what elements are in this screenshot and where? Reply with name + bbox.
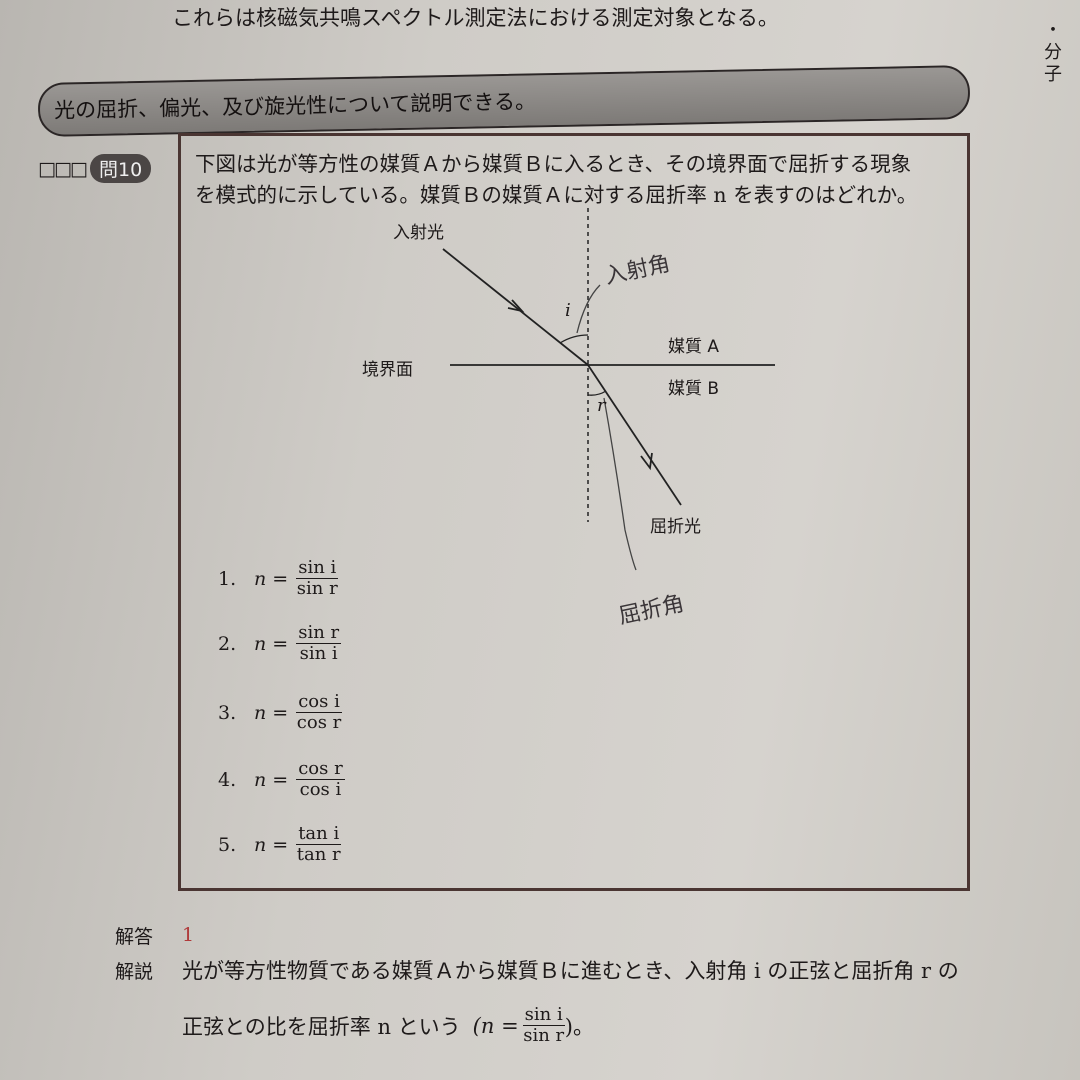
denominator: sin r (296, 578, 338, 599)
medium-a-label: 媒質 A (668, 337, 720, 357)
denominator: tan r (296, 844, 341, 865)
option-fraction: sin r sin i (296, 622, 342, 664)
denominator: cos r (296, 712, 342, 733)
option-lhs: n = (254, 701, 289, 724)
option-number: 5. (218, 833, 237, 856)
numerator: sin i (522, 1004, 565, 1026)
question-box (178, 133, 970, 891)
answer-label: 解答 (115, 926, 154, 948)
numerator: sin i (296, 557, 339, 579)
top-text-line: これらは核磁気共鳴スペクトル測定法における測定対象となる。 (172, 6, 779, 30)
option-3[interactable]: 3. n = cos i cos r (218, 692, 342, 733)
option-fraction: tan i tan r (296, 823, 342, 865)
numerator: tan i (296, 823, 342, 845)
angle-r-arc (587, 390, 607, 396)
check-boxes: □□□ (38, 158, 88, 180)
option-lhs: n = (254, 632, 289, 655)
refracted-ray (587, 364, 682, 506)
angle-i-label: i (565, 300, 571, 321)
option-number: 4. (218, 768, 237, 791)
explanation-line1: 光が等方性物質である媒質Ａから媒質Ｂに進むとき、入射角 i の正弦と屈折角 r … (182, 959, 959, 983)
option-number: 2. (218, 632, 237, 655)
handwritten-pointer-refraction (603, 397, 637, 571)
incident-ray (442, 248, 589, 366)
option-number: 1. (218, 567, 237, 590)
option-fraction: cos r cos i (296, 758, 345, 800)
explanation-label: 解説 (115, 961, 154, 983)
medium-b-label: 媒質 B (668, 379, 720, 399)
denominator: sin i (299, 643, 338, 664)
interface-label: 境界面 (362, 360, 413, 380)
option-4[interactable]: 4. n = cos r cos i (218, 759, 345, 800)
answer-value: 1 (182, 924, 195, 946)
formula-fraction: sin i sin r (522, 1004, 565, 1046)
formula-lhs: (n = (472, 1013, 519, 1038)
option-lhs: n = (254, 768, 289, 791)
refracted-arrow-icon (640, 452, 653, 471)
option-2[interactable]: 2. n = sin r sin i (218, 622, 342, 664)
question-text-line2: を模式的に示している。媒質Ｂの媒質Ａに対する屈折率 n を表すのはどれか。 (195, 183, 918, 207)
option-fraction: cos i cos r (296, 692, 342, 733)
numerator: cos i (296, 691, 342, 713)
denominator: sin r (523, 1025, 565, 1046)
refracted-light-label: 屈折光 (650, 517, 701, 537)
option-fraction: sin i sin r (296, 557, 339, 599)
explanation-line2-text: 正弦との比を屈折率 n という (182, 1014, 461, 1039)
option-number: 3. (218, 701, 237, 724)
denominator: cos i (299, 779, 342, 800)
angle-i-arc (559, 334, 589, 344)
handwritten-pointer-incident (576, 284, 601, 334)
option-5[interactable]: 5. n = tan i tan r (218, 823, 342, 865)
option-1[interactable]: 1. n = sin i sin r (218, 557, 339, 599)
numerator: cos r (296, 758, 345, 780)
numerator: sin r (296, 622, 342, 644)
incident-light-label: 入射光 (393, 223, 444, 243)
option-lhs: n = (254, 567, 289, 590)
incident-arrow-icon (507, 299, 525, 313)
question-number-badge: 問10 (90, 154, 152, 183)
question-text-line1: 下図は光が等方性の媒質Ａから媒質Ｂに入るとき、その境界面で屈折する現象 (195, 152, 912, 176)
angle-r-label: r (597, 395, 606, 416)
chapter-side-label: ・分子 (1044, 20, 1062, 85)
explanation-line2: 正弦との比を屈折率 n という (n = sin i sin r )。 (182, 1005, 594, 1046)
formula-end: )。 (564, 1014, 594, 1039)
option-lhs: n = (254, 833, 289, 856)
